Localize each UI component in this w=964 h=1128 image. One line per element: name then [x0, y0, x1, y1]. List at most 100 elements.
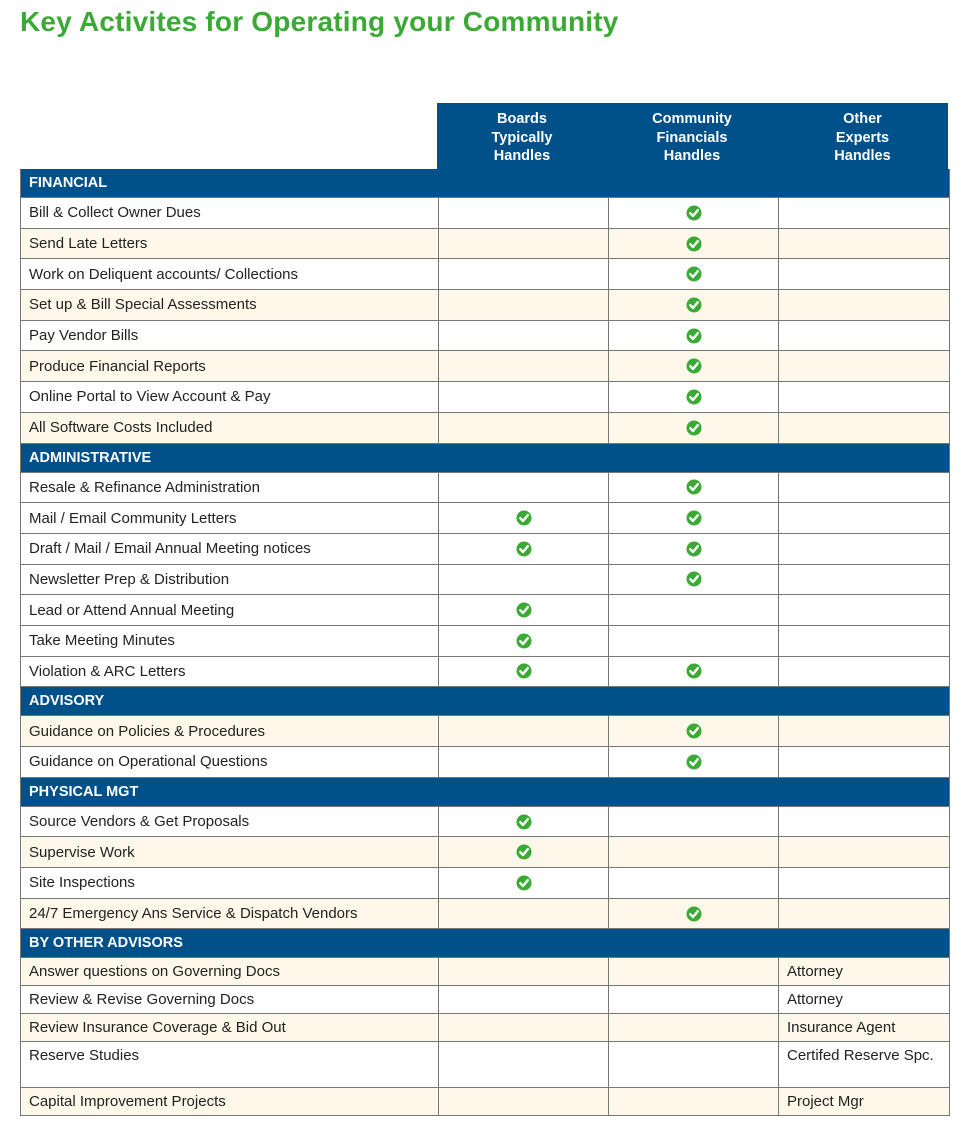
check-icon [686, 266, 701, 282]
other-experts-cell [778, 320, 949, 351]
community-financials-cell [608, 259, 778, 290]
other-experts-cell [778, 564, 949, 595]
check-icon [516, 844, 531, 860]
check-icon [516, 602, 531, 618]
table-row: Capital Improvement Projects Project Mgr [21, 1088, 949, 1116]
boards-cell [438, 503, 608, 533]
table-row: Produce Financial Reports [21, 351, 949, 383]
boards-cell [438, 472, 608, 503]
other-experts-cell [778, 472, 949, 503]
other-experts-cell [778, 412, 949, 443]
community-financials-cell [608, 1088, 778, 1116]
check-icon [686, 510, 701, 526]
section-header: FINANCIAL [21, 169, 949, 198]
boards-cell [438, 320, 608, 351]
activity-label: Violation & ARC Letters [29, 662, 186, 680]
table-row: Newsletter Prep & Distribution [21, 564, 949, 596]
activity-label: Reserve Studies [29, 1047, 140, 1065]
boards-cell [438, 747, 608, 777]
community-financials-cell [608, 412, 778, 443]
other-experts-cell [778, 290, 949, 320]
check-icon [516, 633, 531, 649]
other-experts-cell [778, 533, 949, 564]
section-header: PHYSICAL MGT [21, 777, 949, 807]
check-icon [686, 754, 701, 770]
activity-label: Set up & Bill Special Assessments [29, 296, 257, 314]
check-icon [686, 358, 701, 374]
boards-cell [438, 198, 608, 228]
check-icon [686, 389, 701, 405]
page-title: Key Activites for Operating your Communi… [20, 6, 619, 37]
community-financials-cell [608, 228, 778, 259]
activity-label: Pay Vendor Bills [29, 327, 139, 345]
boards-cell [438, 986, 608, 1014]
community-financials-cell [608, 716, 778, 746]
other-experts-cell [778, 806, 949, 837]
activity-label: Capital Improvement Projects [29, 1093, 226, 1111]
check-icon [686, 297, 701, 313]
boards-cell [438, 898, 608, 929]
table-row: Work on Deliquent accounts/ Collections [21, 259, 949, 291]
activity-label: Take Meeting Minutes [29, 632, 175, 650]
boards-cell [438, 1042, 608, 1088]
check-icon [686, 541, 701, 557]
boards-cell [438, 806, 608, 837]
section-header: ADVISORY [21, 687, 949, 717]
table-row: Review Insurance Coverage & Bid Out Insur… [21, 1014, 949, 1043]
community-financials-cell [608, 656, 778, 687]
boards-cell [438, 625, 608, 656]
community-financials-cell [608, 382, 778, 412]
community-financials-cell [608, 837, 778, 868]
column-headers: Boards Typically Handles Community Finan… [437, 103, 948, 169]
other-experts-cell [778, 382, 949, 412]
activity-label: Guidance on Policies & Procedures [29, 722, 265, 740]
activity-label: Source Vendors & Get Proposals [29, 813, 250, 831]
community-financials-cell [608, 747, 778, 777]
check-icon [686, 420, 701, 436]
check-icon [686, 663, 701, 679]
boards-cell [438, 259, 608, 290]
check-icon [516, 875, 531, 891]
check-icon [516, 663, 531, 679]
community-financials-cell [608, 533, 778, 564]
boards-cell [438, 412, 608, 443]
check-icon [686, 205, 701, 221]
table-row: Pay Vendor Bills [21, 320, 949, 352]
check-icon [516, 541, 531, 557]
community-financials-cell [608, 290, 778, 320]
check-icon [686, 571, 701, 587]
boards-cell [438, 1014, 608, 1042]
check-icon [516, 510, 531, 526]
activity-label: Site Inspections [29, 874, 135, 892]
table-row: Reserve Studies Certifed Reserve Spc. [21, 1042, 949, 1089]
activity-label: Mail / Email Community Letters [29, 509, 237, 527]
column-header-community-financials: Community Financials Handles [652, 111, 732, 164]
activity-label: Produce Financial Reports [29, 357, 206, 375]
activity-label: All Software Costs Included [29, 419, 213, 437]
activity-label: Supervise Work [29, 843, 135, 861]
boards-cell [438, 716, 608, 746]
check-icon [686, 479, 701, 495]
table-row: Site Inspections [21, 868, 949, 899]
activity-label: Work on Deliquent accounts/ Collections [29, 265, 299, 283]
community-financials-cell [608, 472, 778, 503]
community-financials-cell [608, 503, 778, 533]
community-financials-cell [608, 351, 778, 382]
table-row: Lead or Attend Annual Meeting [21, 595, 949, 626]
boards-cell [438, 595, 608, 625]
other-experts-cell [778, 868, 949, 898]
other-experts-cell [778, 716, 949, 746]
other-experts-cell [778, 503, 949, 533]
column-header-other-experts: Other Experts Handles [834, 111, 891, 164]
other-experts-cell [778, 747, 949, 777]
other-experts-cell: Attorney [778, 958, 949, 986]
activity-label: Newsletter Prep & Distribution [29, 570, 230, 588]
community-financials-cell [608, 958, 778, 986]
boards-cell [438, 351, 608, 382]
table-row: Guidance on Policies & Procedures [21, 716, 949, 747]
other-experts-cell [778, 656, 949, 687]
community-financials-cell [608, 595, 778, 625]
community-financials-cell [608, 806, 778, 837]
boards-cell [438, 533, 608, 564]
table-row: 24/7 Emergency Ans Service & Dispatch Ve… [21, 898, 949, 930]
